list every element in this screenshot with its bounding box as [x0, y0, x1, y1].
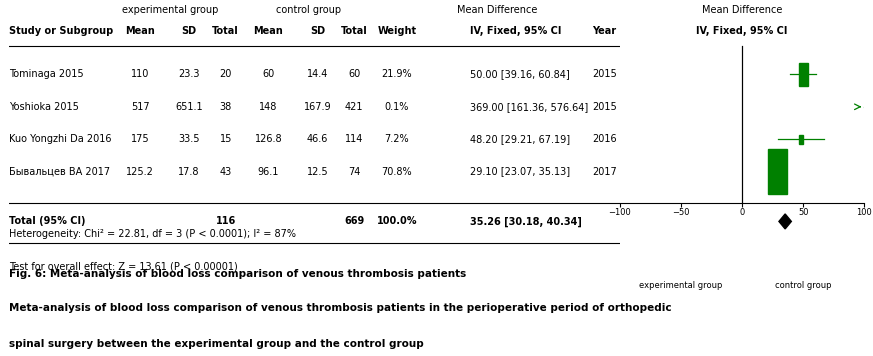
Text: 100.0%: 100.0%: [376, 216, 417, 226]
Text: 2015: 2015: [592, 102, 617, 112]
Text: 148: 148: [259, 102, 278, 112]
Text: Meta-analysis of blood loss comparison of venous thrombosis patients in the peri: Meta-analysis of blood loss comparison o…: [9, 303, 671, 313]
Text: Total: Total: [212, 26, 239, 36]
Text: 15: 15: [219, 134, 232, 144]
Text: Total (95% CI): Total (95% CI): [9, 216, 86, 226]
Text: control group: control group: [775, 281, 831, 290]
Text: experimental group: experimental group: [122, 5, 219, 15]
Text: 2017: 2017: [592, 167, 617, 177]
Text: Mean: Mean: [125, 26, 155, 36]
Text: 369.00 [161.36, 576.64]: 369.00 [161.36, 576.64]: [470, 102, 588, 112]
Text: 50.00 [39.16, 60.84]: 50.00 [39.16, 60.84]: [470, 69, 570, 79]
Text: Mean: Mean: [253, 26, 284, 36]
Bar: [799, 63, 808, 86]
Text: SD: SD: [310, 26, 325, 36]
Text: experimental group: experimental group: [639, 281, 723, 290]
Text: spinal surgery between the experimental group and the control group: spinal surgery between the experimental …: [9, 339, 423, 349]
Text: 2015: 2015: [592, 69, 617, 79]
Text: 651.1: 651.1: [175, 102, 203, 112]
Text: 48.20 [29.21, 67.19]: 48.20 [29.21, 67.19]: [470, 134, 570, 144]
Text: 21.9%: 21.9%: [382, 69, 412, 79]
Text: 175: 175: [131, 134, 149, 144]
Text: 23.3: 23.3: [178, 69, 200, 79]
Text: 421: 421: [345, 102, 363, 112]
Bar: [768, 149, 787, 194]
Text: 114: 114: [345, 134, 363, 144]
Text: Weight: Weight: [377, 26, 416, 36]
Text: 167.9: 167.9: [304, 102, 331, 112]
Text: 7.2%: 7.2%: [384, 134, 409, 144]
Text: Fig. 6: Meta-analysis of blood loss comparison of venous thrombosis patients: Fig. 6: Meta-analysis of blood loss comp…: [9, 269, 466, 279]
Text: Mean Difference: Mean Difference: [702, 5, 782, 15]
Bar: [799, 135, 803, 144]
Text: 70.8%: 70.8%: [382, 167, 412, 177]
Text: 60: 60: [262, 69, 275, 79]
Text: 125.2: 125.2: [127, 167, 154, 177]
Text: 17.8: 17.8: [178, 167, 200, 177]
Text: Heterogeneity: Chi² = 22.81, df = 3 (P < 0.0001); I² = 87%: Heterogeneity: Chi² = 22.81, df = 3 (P <…: [9, 229, 296, 239]
Text: 126.8: 126.8: [255, 134, 282, 144]
Text: Study or Subgroup: Study or Subgroup: [9, 26, 113, 36]
Text: 110: 110: [131, 69, 149, 79]
Text: 33.5: 33.5: [178, 134, 200, 144]
Text: Year: Year: [593, 26, 616, 36]
Text: Mean Difference: Mean Difference: [457, 5, 538, 15]
Text: Test for overall effect: Z = 13.61 (P < 0.00001): Test for overall effect: Z = 13.61 (P < …: [9, 261, 237, 271]
Text: 96.1: 96.1: [258, 167, 279, 177]
Text: 35.26 [30.18, 40.34]: 35.26 [30.18, 40.34]: [470, 216, 582, 226]
Text: Tominaga 2015: Tominaga 2015: [9, 69, 83, 79]
Text: 46.6: 46.6: [306, 134, 328, 144]
Text: 116: 116: [216, 216, 236, 226]
Text: 12.5: 12.5: [306, 167, 328, 177]
Text: IV, Fixed, 95% CI: IV, Fixed, 95% CI: [697, 26, 787, 36]
Text: 14.4: 14.4: [306, 69, 328, 79]
Text: Бывальцев ВА 2017: Бывальцев ВА 2017: [9, 167, 110, 177]
Text: 74: 74: [347, 167, 361, 177]
Polygon shape: [779, 214, 791, 229]
Text: Yoshioka 2015: Yoshioka 2015: [9, 102, 79, 112]
Text: 60: 60: [347, 69, 361, 79]
Text: 517: 517: [131, 102, 149, 112]
Text: 38: 38: [219, 102, 232, 112]
Text: control group: control group: [276, 5, 340, 15]
Text: Kuo Yongzhi Da 2016: Kuo Yongzhi Da 2016: [9, 134, 111, 144]
Text: 2016: 2016: [592, 134, 617, 144]
Text: 29.10 [23.07, 35.13]: 29.10 [23.07, 35.13]: [470, 167, 570, 177]
Text: 0.1%: 0.1%: [385, 102, 409, 112]
Text: SD: SD: [182, 26, 196, 36]
Text: 43: 43: [219, 167, 232, 177]
Text: 20: 20: [219, 69, 232, 79]
Text: IV, Fixed, 95% CI: IV, Fixed, 95% CI: [470, 26, 561, 36]
Text: Total: Total: [340, 26, 368, 36]
Text: 669: 669: [344, 216, 364, 226]
